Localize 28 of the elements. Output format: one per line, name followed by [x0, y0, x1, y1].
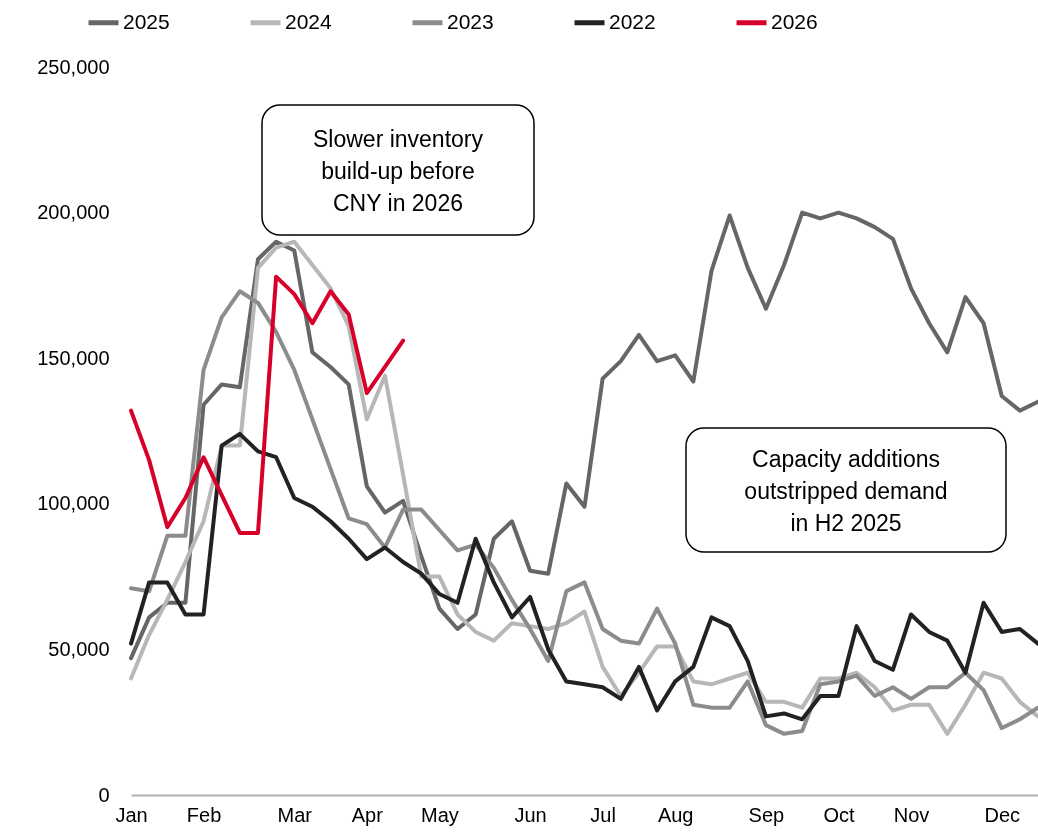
line-series: [129, 274, 406, 535]
x-tick-label: Nov: [893, 803, 930, 826]
x-tick-label: Jan: [115, 803, 148, 826]
annotation: Slower inventory build-up before CNY in 2026: [312, 126, 484, 216]
line-series: [129, 431, 1038, 722]
y-tick-label: 250,000: [37, 55, 110, 78]
x-tick-label: Mar: [277, 803, 313, 826]
x-tick-label: Aug: [657, 803, 694, 826]
y-tick-label: 200,000: [37, 201, 110, 224]
annotation: Capacity additions outstripped demand in H2 2025: [744, 446, 948, 536]
x-tick-label: Jul: [590, 803, 616, 826]
x-tick-label: Dec: [984, 803, 1021, 826]
x-tick-label: Feb: [186, 803, 222, 826]
y-tick-label: 50,000: [48, 637, 110, 660]
x-tick-label: May: [420, 803, 459, 826]
legend-label: 2025: [123, 9, 170, 33]
legend-label: 2022: [609, 9, 656, 33]
legend-label: 2023: [447, 9, 494, 33]
y-tick-label: 150,000: [37, 346, 110, 369]
legend-label: 2024: [285, 9, 333, 33]
x-tick-label: Jun: [514, 803, 547, 826]
line-series: [129, 210, 1038, 661]
y-tick-label: 100,000: [37, 492, 110, 515]
x-tick-label: Oct: [823, 803, 855, 826]
y-tick-label: 0: [98, 783, 110, 806]
x-tick-label: Apr: [351, 803, 384, 826]
legend-label: 2026: [771, 9, 818, 33]
x-tick-label: Sep: [748, 803, 785, 826]
